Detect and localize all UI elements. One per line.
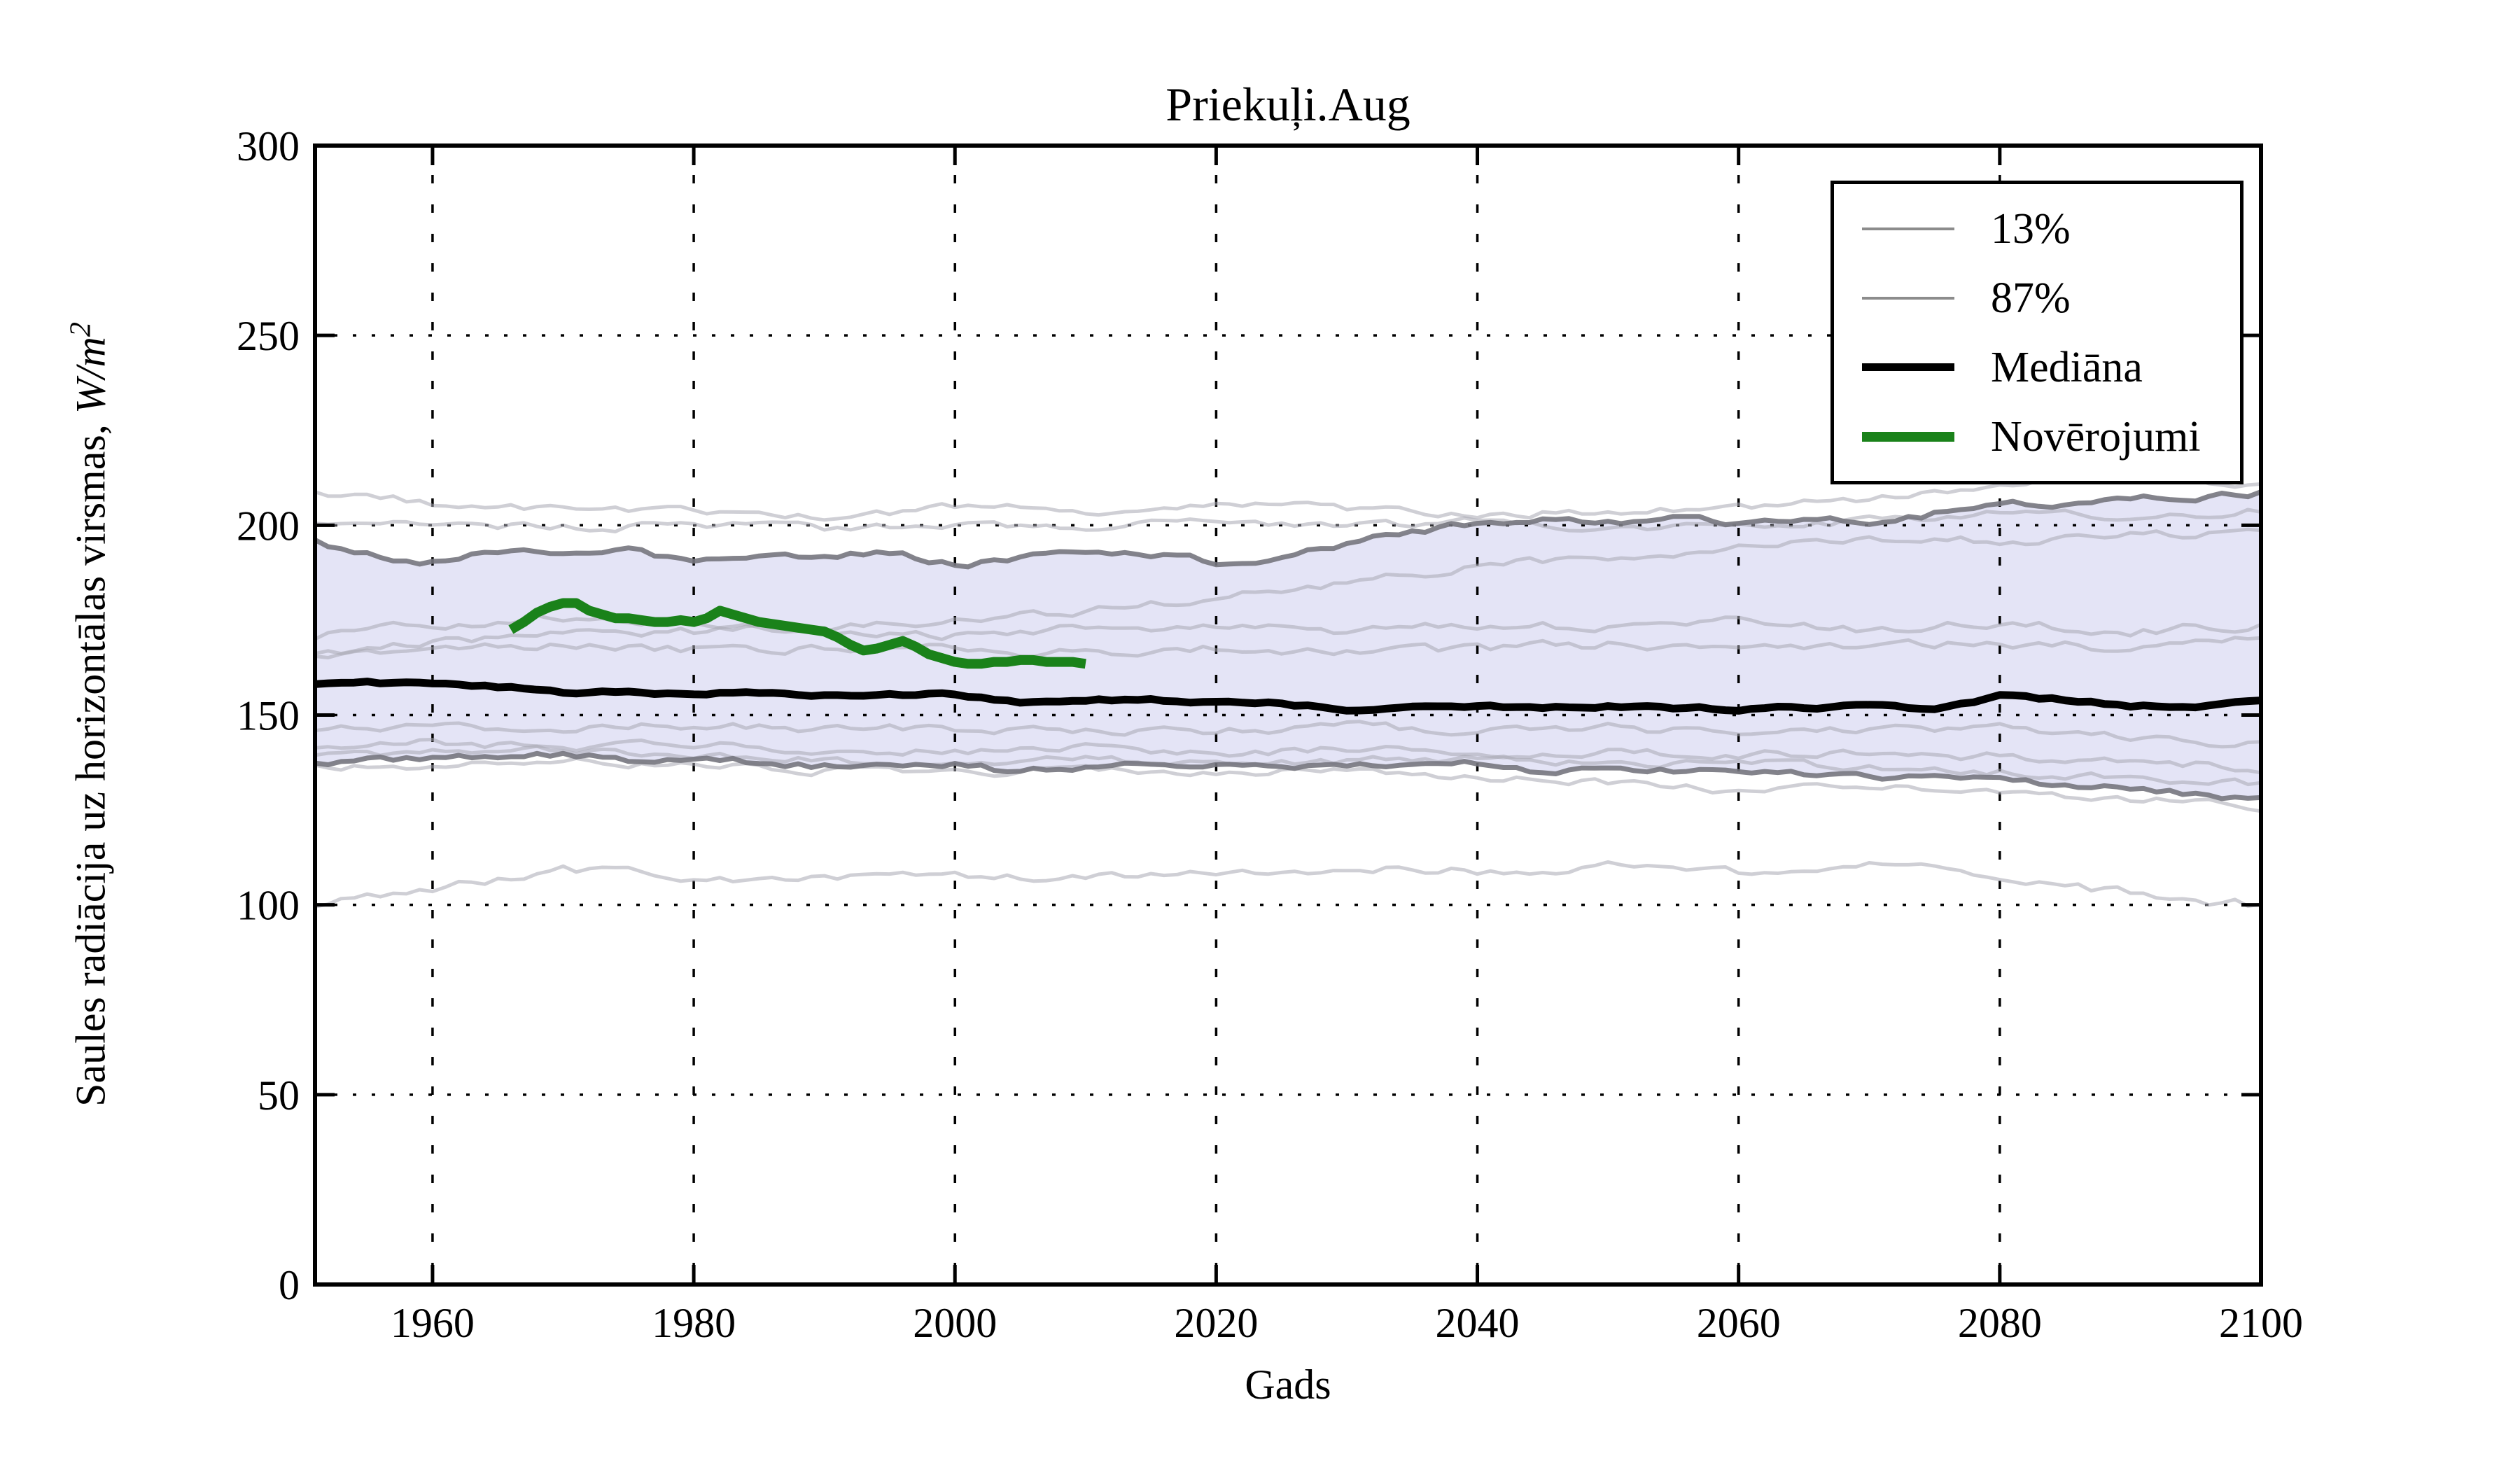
- legend-line-sample-noverojumi: [1862, 431, 1954, 442]
- legend-item-13pct: 13%: [1834, 207, 2240, 251]
- x-tick-label: 1960: [391, 1300, 475, 1346]
- y-axis-label: Saules radiācija uz horizontālas virsmas…: [64, 225, 115, 1205]
- y-axis-label-text: Saules radiācija uz horizontālas virsmas…: [67, 414, 114, 1107]
- x-tick-label: 2060: [1697, 1300, 1781, 1346]
- series-line-ensemble-1: [314, 476, 2262, 522]
- tick-label-layer: 1960 1980 2000 2020 2040 2060 2080 2100 0 50 100 15…: [237, 123, 2303, 1346]
- y-tick-label: 250: [237, 313, 300, 359]
- x-tick-label: 2040: [1436, 1300, 1520, 1346]
- series-line-13%: [314, 750, 2262, 802]
- series-line-ensemble-3: [314, 527, 2262, 656]
- legend-label-87pct: 87%: [1991, 274, 2071, 322]
- series-line-Novērojumi: [508, 598, 1086, 669]
- y-tick-label: 50: [258, 1072, 300, 1119]
- legend-item-noverojumi: Novērojumi: [1834, 415, 2240, 458]
- x-tick-label: 1980: [652, 1300, 736, 1346]
- y-axis-label-exponent: 2: [64, 322, 97, 337]
- y-tick-label: 100: [237, 883, 300, 929]
- series-line-ensemble-4: [314, 636, 2262, 659]
- y-tick-label: 300: [237, 123, 300, 169]
- x-tick-label: 2020: [1174, 1300, 1258, 1346]
- uncertainty-band-layer: [315, 491, 2261, 799]
- legend-label-noverojumi: Novērojumi: [1991, 412, 2201, 461]
- chart-title: Priekuļi.Aug: [1166, 78, 1410, 131]
- legend-line-sample-13pct: [1862, 227, 1954, 230]
- y-tick-label: 200: [237, 503, 300, 549]
- series-line-ensemble-7: [314, 738, 2262, 775]
- tick-layer: [315, 144, 2263, 1287]
- series-line-ensemble-2: [314, 507, 2262, 533]
- x-tick-label: 2080: [1958, 1300, 2042, 1346]
- legend-label-mediana: Mediāna: [1991, 343, 2143, 391]
- legend-label-13pct: 13%: [1991, 204, 2071, 253]
- x-axis-label: Gads: [1245, 1362, 1331, 1408]
- series-line-ensemble-10: [314, 860, 2262, 909]
- series-line-87%: [314, 489, 2262, 570]
- series-layer: [314, 476, 2262, 909]
- x-tick-label: 2000: [913, 1300, 997, 1346]
- gridline-layer: [315, 146, 2261, 1284]
- x-tick-label: 2100: [2219, 1300, 2303, 1346]
- legend-item-mediana: Mediāna: [1834, 346, 2240, 389]
- legend-line-sample-87pct: [1862, 296, 1954, 300]
- uncertainty-band: [315, 491, 2261, 799]
- legend-line-sample-mediana: [1862, 363, 1954, 371]
- y-tick-label: 0: [279, 1262, 300, 1308]
- series-line-ensemble-6: [314, 720, 2262, 749]
- legend-item-87pct: 87%: [1834, 276, 2240, 320]
- y-axis-label-math: W/m: [67, 337, 114, 414]
- series-line-Mediāna: [314, 678, 2262, 715]
- series-line-ensemble-8: [314, 744, 2262, 787]
- legend: 13% 87% Mediāna Novērojumi: [1830, 181, 2244, 484]
- y-tick-label: 150: [237, 693, 300, 739]
